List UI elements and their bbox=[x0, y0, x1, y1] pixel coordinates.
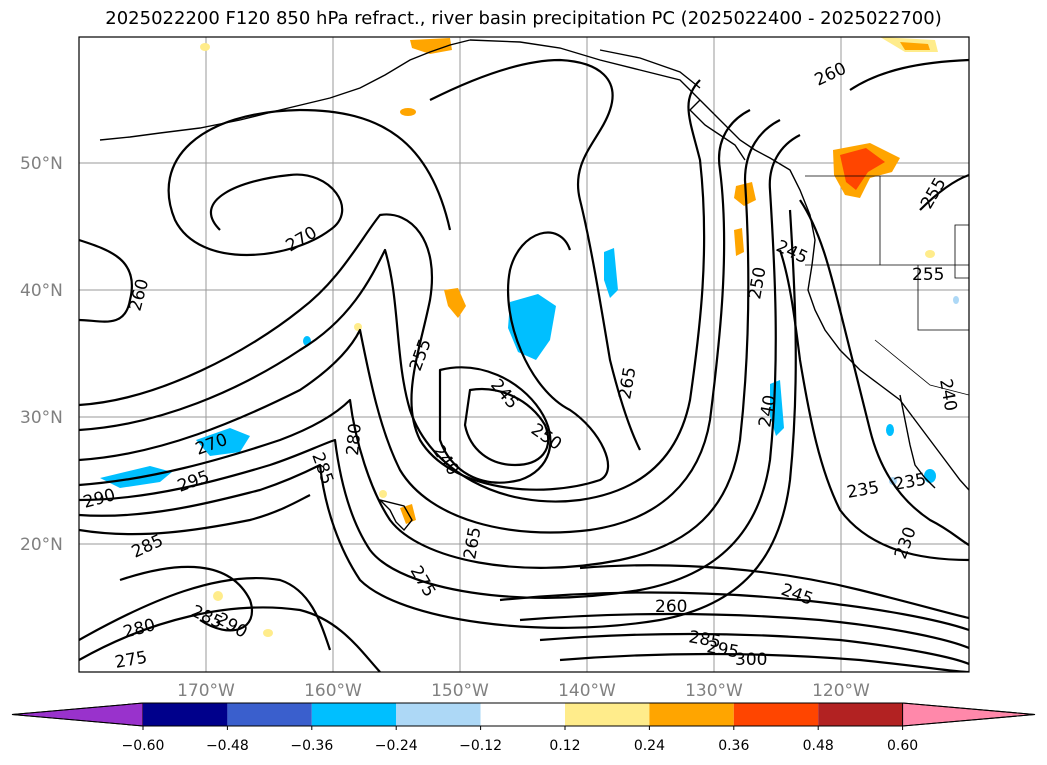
colorbar-segment bbox=[818, 703, 903, 726]
shade-negative-4 bbox=[196, 428, 250, 456]
coastlines bbox=[99, 39, 969, 532]
shade-positive-5 bbox=[900, 42, 930, 50]
contour-275 bbox=[79, 119, 781, 569]
colorbar: −0.60 −0.48 −0.36 −0.24 −0.12 0.12 0.24 0.36 0.4… bbox=[11, 702, 1036, 754]
political-borders bbox=[805, 175, 969, 396]
colorbar-tick-label: −0.60 bbox=[122, 738, 165, 754]
contour-260-ne bbox=[849, 58, 969, 91]
coast-alaska-gulf bbox=[599, 49, 701, 89]
colorbar-segment bbox=[733, 703, 819, 726]
shade-weak-positive-4 bbox=[263, 629, 273, 637]
contour-245-south bbox=[579, 564, 969, 620]
lat-label-30n: 30°N bbox=[20, 408, 63, 428]
shade-weak-negative-2 bbox=[953, 296, 959, 304]
shade-weak-positive-7 bbox=[925, 250, 935, 258]
border-state-2 bbox=[917, 265, 969, 331]
coast-hawaii bbox=[377, 498, 413, 532]
colorbar-tick-label: −0.12 bbox=[459, 738, 502, 754]
contour-255 bbox=[79, 213, 610, 491]
contour-label: 280 bbox=[343, 422, 366, 456]
contour-265-north bbox=[429, 58, 641, 451]
border-us-mexico bbox=[874, 339, 969, 396]
shade-weak-positive-2 bbox=[200, 43, 210, 51]
map-title: 2025022200 F120 850 hPa refract., river … bbox=[105, 8, 942, 29]
colorbar-tick-label: −0.48 bbox=[206, 738, 249, 754]
lon-label-160w: 160°W bbox=[304, 681, 362, 701]
colorbar-tick-label: −0.24 bbox=[375, 738, 418, 754]
contour-280-south bbox=[79, 576, 332, 651]
contour-label: 275 bbox=[113, 648, 148, 673]
colorbar-segment bbox=[565, 703, 650, 726]
shade-negative-1 bbox=[508, 294, 556, 360]
shade-positive-2 bbox=[734, 228, 744, 256]
refractivity-contours bbox=[79, 58, 969, 672]
colorbar-tick-label: −0.36 bbox=[290, 738, 333, 754]
contour-260-west bbox=[79, 238, 133, 323]
colorbar-segment bbox=[143, 703, 228, 726]
contour-295-se bbox=[559, 652, 969, 672]
coast-islands bbox=[689, 99, 746, 161]
coast-north-america bbox=[469, 39, 969, 491]
colorbar-extend-low bbox=[11, 702, 144, 727]
colorbar-tick-label: 0.36 bbox=[718, 738, 749, 754]
contour-265-main bbox=[79, 79, 706, 503]
lon-label-170w: 170°W bbox=[177, 681, 235, 701]
contour-290 bbox=[79, 494, 311, 536]
map-frame bbox=[78, 36, 970, 673]
contour-245-center bbox=[463, 387, 550, 467]
colorbar-tick-label: 0.48 bbox=[803, 738, 834, 754]
contour-label: 260 bbox=[655, 597, 687, 617]
colorbar-segment bbox=[227, 703, 312, 726]
coast-baja bbox=[899, 394, 936, 489]
contour-label: 255 bbox=[912, 265, 944, 285]
shade-weak-positive-3 bbox=[213, 591, 223, 601]
contour-285-se bbox=[539, 632, 969, 666]
shade-strong-wa bbox=[840, 148, 885, 190]
border-state-4 bbox=[954, 224, 969, 279]
lon-label-130w: 130°W bbox=[685, 681, 743, 701]
shade-positive-3 bbox=[444, 288, 466, 318]
contour-275-south bbox=[79, 606, 381, 672]
contour-285-south bbox=[119, 565, 253, 632]
contour-260-south bbox=[499, 591, 969, 632]
colorbar-segment bbox=[396, 703, 481, 726]
colorbar-segment bbox=[311, 703, 397, 726]
longitude-labels: 170°W 160°W 150°W 140°W 130°W 120°W bbox=[177, 681, 870, 701]
contour-270-loop bbox=[167, 108, 452, 256]
shade-weak-positive-5 bbox=[379, 490, 387, 498]
lon-label-140w: 140°W bbox=[558, 681, 616, 701]
lon-label-120w: 120°W bbox=[812, 681, 870, 701]
contour-235-east bbox=[778, 249, 969, 562]
contour-270 bbox=[79, 109, 751, 534]
contour-240-east bbox=[799, 199, 969, 546]
lon-label-150w: 150°W bbox=[431, 681, 489, 701]
lat-label-40n: 40°N bbox=[20, 281, 63, 301]
colorbar-tick-label: 0.60 bbox=[887, 738, 918, 754]
colorbar-segment bbox=[649, 703, 734, 726]
shade-negative-2 bbox=[604, 248, 618, 298]
coast-aleutians bbox=[99, 39, 471, 141]
colorbar-tick-label: 0.24 bbox=[634, 738, 665, 754]
colorbar-segment bbox=[480, 703, 565, 726]
contour-label: 300 bbox=[735, 650, 767, 670]
contour-285 bbox=[79, 209, 797, 629]
shade-positive-7 bbox=[400, 108, 416, 116]
latitude-labels: 50°N 40°N 30°N 20°N bbox=[20, 154, 63, 555]
contour-265-south bbox=[519, 612, 969, 650]
lat-label-50n: 50°N bbox=[20, 154, 63, 174]
lat-label-20n: 20°N bbox=[20, 535, 63, 555]
colorbar-tick-label: 0.12 bbox=[549, 738, 580, 754]
colorbar-extend-high bbox=[902, 702, 1036, 727]
contour-255-ne bbox=[919, 173, 969, 211]
contour-240-center bbox=[438, 366, 552, 484]
shade-positive-4 bbox=[410, 38, 452, 54]
shade-negative-7 bbox=[886, 424, 894, 436]
